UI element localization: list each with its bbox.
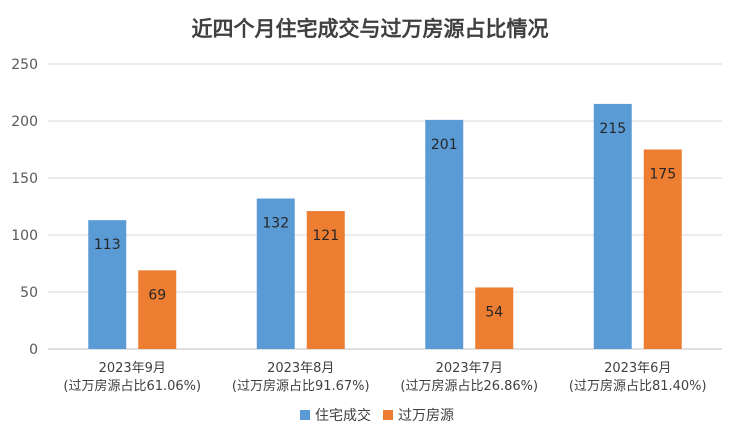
y-tick-label: 100 (11, 228, 38, 244)
y-tick-label: 50 (20, 285, 38, 301)
bar-residential-deals (425, 119, 464, 349)
x-tick-label: 2023年8月 (267, 361, 334, 376)
bar-over-10k-listings (138, 270, 177, 349)
y-tick-label: 0 (29, 342, 38, 358)
x-tick-label: 2023年7月 (436, 361, 503, 376)
data-label: 113 (94, 237, 121, 253)
bar-over-10k-listings (643, 149, 682, 349)
bar-over-10k-listings (306, 211, 345, 349)
y-axis-tick-labels: 0 50 100 150 200 250 (11, 57, 38, 358)
y-tick-label: 200 (11, 114, 38, 130)
data-label: 175 (649, 167, 676, 183)
legend: 住宅成交 过万房源 (300, 407, 454, 424)
data-label: 201 (431, 137, 458, 153)
x-tick-label: (过万房源占比91.67%) (232, 378, 370, 394)
x-tick-label: (过万房源占比81.40%) (569, 378, 707, 394)
data-label: 69 (148, 287, 166, 303)
data-labels: 113 132 201 215 69 121 54 175 (94, 121, 676, 321)
legend-swatch (383, 410, 393, 420)
x-tick-label: 2023年6月 (604, 361, 671, 376)
x-tick-label: (过万房源占比61.06%) (63, 378, 201, 394)
legend-swatch (300, 410, 310, 420)
y-tick-label: 250 (11, 57, 38, 73)
bar-over-10k-listings (475, 287, 514, 349)
x-tick-label: 2023年9月 (99, 361, 166, 376)
data-label: 54 (485, 304, 503, 320)
bar-residential-deals (593, 103, 632, 350)
data-label: 121 (312, 228, 339, 244)
chart-title: 近四个月住宅成交与过万房源占比情况 (192, 17, 549, 41)
bars (88, 103, 682, 350)
x-tick-label: (过万房源占比26.86%) (400, 378, 538, 394)
bar-residential-deals (88, 220, 127, 349)
legend-entry: 过万房源 (398, 408, 454, 424)
data-label: 132 (262, 216, 289, 232)
bar-residential-deals (256, 198, 295, 349)
data-label: 215 (599, 121, 626, 137)
y-tick-label: 150 (11, 171, 38, 187)
legend-entry: 住宅成交 (315, 407, 371, 424)
x-axis-tick-labels: 2023年9月 (过万房源占比61.06%) 2023年8月 (过万房源占比91.67… (63, 361, 706, 394)
